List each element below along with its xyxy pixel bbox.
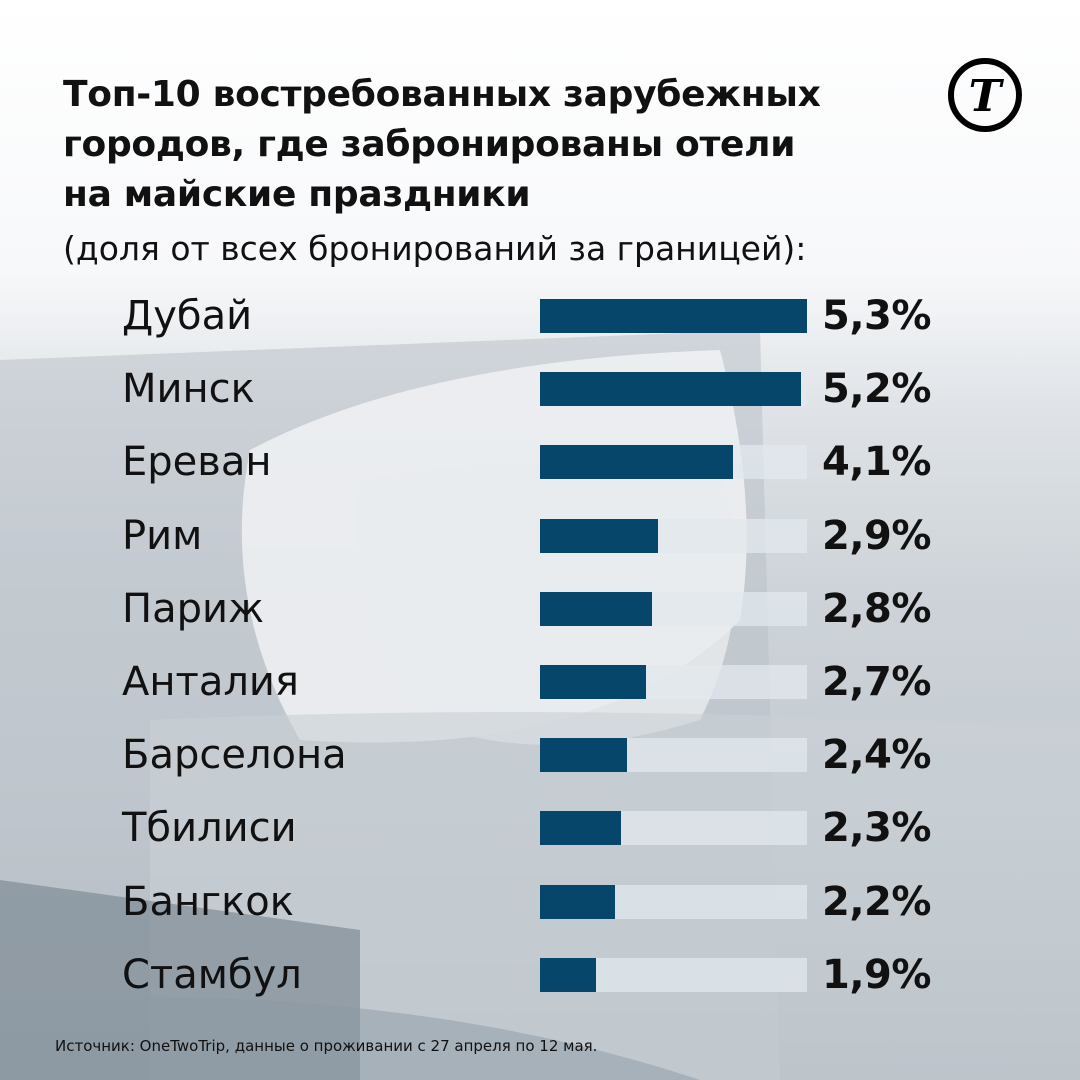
publisher-logo: Т [948, 58, 1022, 132]
bar [540, 445, 733, 480]
bar-track [540, 445, 807, 480]
bar-track [540, 299, 807, 333]
category-label: Стамбул [122, 951, 302, 998]
bar-track [540, 518, 807, 553]
bar-row: Ереван 4,1% [0, 432, 1080, 492]
category-label: Париж [122, 585, 265, 632]
category-label: Бангкок [122, 878, 294, 925]
bar-track [540, 591, 807, 626]
bar [540, 811, 621, 846]
bar-row: Рим 2,9% [0, 506, 1080, 566]
bar-track [540, 957, 807, 992]
value-label: 4,1% [822, 439, 931, 486]
bar [540, 299, 807, 333]
title-line: Топ-10 востребованных зарубежных [63, 74, 821, 115]
bar-row: Бангкок 2,2% [0, 872, 1080, 932]
bar-row: Дубай 5,3% [0, 286, 1080, 346]
value-label: 2,2% [822, 878, 931, 925]
bar-row: Анталия 2,7% [0, 652, 1080, 712]
bar-track [540, 811, 807, 846]
category-label: Анталия [122, 659, 299, 705]
bar [540, 518, 658, 553]
value-label: 2,7% [822, 659, 931, 705]
category-label: Дубай [122, 293, 253, 339]
bar-track [540, 372, 807, 407]
bar [540, 738, 627, 773]
category-label: Барселона [122, 732, 347, 779]
category-label: Минск [122, 366, 255, 413]
bar-row: Минск 5,2% [0, 359, 1080, 419]
value-label: 2,4% [822, 732, 931, 779]
category-label: Ереван [122, 439, 272, 486]
value-label: 2,8% [822, 585, 931, 632]
title-line: на майские праздники [63, 174, 531, 215]
bar-row: Париж 2,8% [0, 579, 1080, 639]
bar [540, 591, 652, 626]
category-label: Тбилиси [122, 805, 297, 852]
value-label: 2,9% [822, 512, 931, 559]
bar-row: Тбилиси 2,3% [0, 798, 1080, 858]
chart-title: Топ-10 востребованных зарубежных городов… [63, 70, 821, 220]
category-label: Рим [122, 512, 203, 559]
bar-track [540, 738, 807, 773]
svg-text:Т: Т [969, 71, 1005, 122]
bar-track [540, 884, 807, 919]
bar [540, 665, 646, 699]
value-label: 1,9% [822, 951, 931, 998]
value-label: 5,2% [822, 366, 931, 413]
bar-row: Стамбул 1,9% [0, 945, 1080, 1005]
value-label: 5,3% [822, 293, 931, 339]
bar [540, 957, 596, 992]
bar-row: Барселона 2,4% [0, 725, 1080, 785]
value-label: 2,3% [822, 805, 931, 852]
chart-subtitle: (доля от всех бронирований за границей): [63, 229, 807, 268]
source-note: Источник: OneTwoTrip, данные о проживани… [55, 1037, 598, 1055]
bar [540, 372, 801, 407]
bar-track [540, 665, 807, 699]
bar [540, 884, 615, 919]
title-line: городов, где забронированы отели [63, 124, 796, 165]
